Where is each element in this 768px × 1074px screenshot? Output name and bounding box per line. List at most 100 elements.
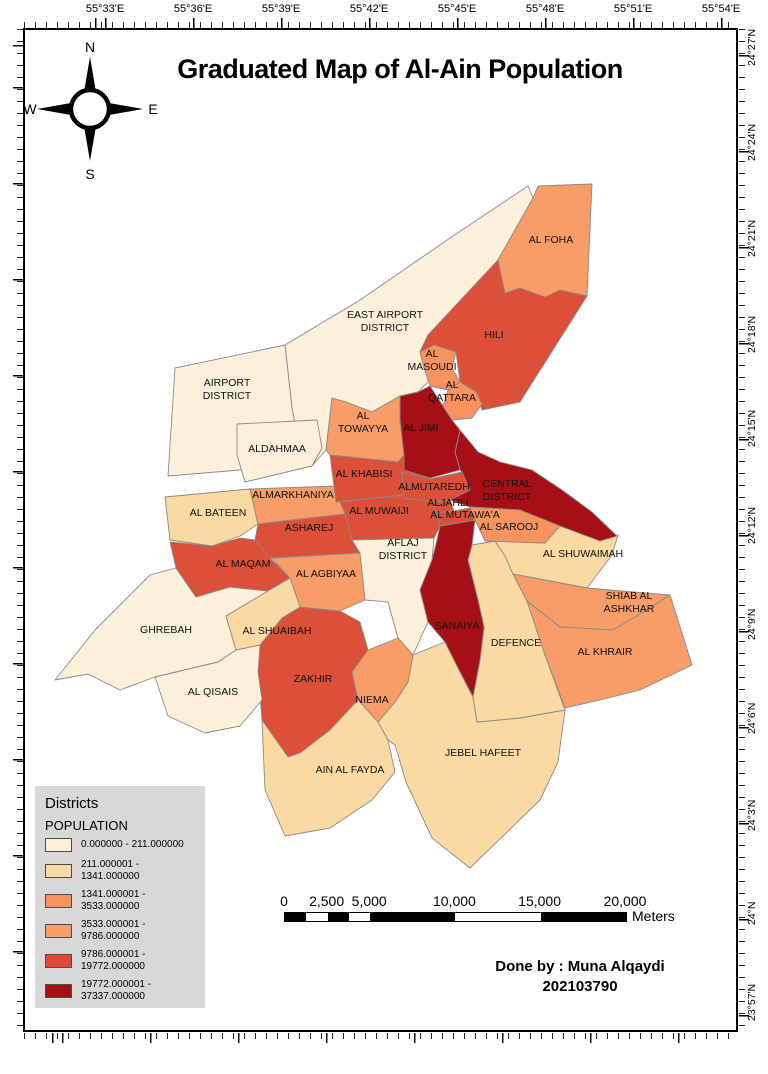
district-al-mutawaa: [435, 507, 476, 527]
district-al-shuaibah: [225, 577, 301, 651]
scalebar-segment: [348, 913, 371, 921]
top-major-ticks: [24, 18, 738, 28]
district-label-central-district: DISTRICT: [483, 491, 532, 503]
district-al-foha: [497, 183, 593, 298]
longitude-label: 55°36'E: [173, 3, 213, 15]
district-label-sanaiya: SANAIYA: [435, 620, 480, 632]
legend-swatch: [45, 953, 72, 968]
district-label-al-khrair: AL KHRAIR: [577, 646, 632, 658]
longitude-label: 55°48'E: [525, 3, 565, 15]
district-label-niema: NIEMA: [355, 694, 388, 706]
district-label-zakhir: ZAKHIR: [294, 673, 333, 685]
scalebar-tick-label: 15,000: [518, 893, 562, 909]
longitude-label: 55°42'E: [349, 3, 389, 15]
legend-classes: 0.000000 - 211.000000 211.000001 -1341.00…: [45, 838, 205, 1002]
district-niema: [351, 637, 414, 723]
scalebar-segment: [285, 913, 307, 921]
credit-text: Done by : Muna Alqaydi 202103790: [420, 957, 740, 997]
compass-n-label: N: [85, 39, 95, 55]
compass-south-point: [84, 126, 96, 161]
legend-class-row: 19772.000001 -37337.000000: [45, 979, 205, 1002]
right-major-ticks: [739, 29, 749, 1031]
district-label-al-bateen: AL BATEEN: [190, 507, 247, 519]
scalebar-segment: [455, 913, 541, 921]
scalebar-segment: [306, 913, 328, 921]
district-label-aldahmaa: ALDAHMAA: [248, 443, 306, 455]
district-label-hili: HILI: [484, 329, 503, 341]
district-almutaredh: [401, 471, 471, 503]
left-major-ticks: [13, 29, 23, 1031]
district-label-al-khabisi: AL KHABISI: [336, 468, 393, 480]
compass-ring: [68, 87, 112, 131]
legend-class-row: 0.000000 - 211.000000: [45, 838, 205, 852]
district-label-al-shuaibah: AL SHUAIBAH: [242, 625, 311, 637]
district-label-al-muwaiji: AL MUWAIJI: [349, 505, 408, 517]
compass-east-point: [109, 103, 143, 115]
bottom-major-ticks: [24, 1033, 738, 1043]
scalebar-segment: [327, 913, 349, 921]
legend-field-name: POPULATION: [45, 818, 128, 833]
district-al-qisais: [154, 644, 263, 734]
legend-class-row: 211.000001 -1341.000000: [45, 859, 205, 882]
district-label-al-towayya: AL: [357, 410, 370, 422]
longitude-label: 55°51'E: [613, 3, 653, 15]
scalebar-tick-label: 10,000: [432, 893, 476, 909]
district-label-shiab-al-ashkhar: SHIAB AL: [606, 590, 653, 602]
longitude-label: 55°45'E: [437, 3, 477, 15]
district-label-al-foha: AL FOHA: [529, 234, 574, 246]
district-label-ain-al-fayda: AIN AL FAYDA: [316, 764, 385, 776]
legend-class-row: 3533.000001 -9786.000000: [45, 919, 205, 942]
district-label-al-shuwaimah: AL SHUWAIMAH: [543, 548, 623, 560]
longitude-label: 55°54'E: [701, 3, 741, 15]
district-label-al-mutawaa: AL MUTAWA'A: [430, 509, 499, 521]
district-al-qattara: [442, 381, 483, 421]
legend: Districts POPULATION 0.000000 - 211.0000…: [35, 786, 205, 1008]
district-label-east-airport-district: EAST AIRPORT: [347, 309, 424, 321]
district-label-al-maqam: AL MAQAM: [215, 558, 270, 570]
district-aldahmaa: [236, 419, 323, 483]
compass-west-point: [37, 103, 71, 115]
district-al-khrair: [526, 594, 693, 709]
scalebar-tick-label: 5,000: [351, 893, 387, 909]
compass-e-label: E: [148, 101, 157, 117]
scalebar-unit: Meters: [632, 908, 675, 924]
district-label-ghrebah: GHREBAH: [140, 624, 192, 636]
credit-line2: 202103790: [542, 978, 618, 995]
district-label-central-district: CENTRAL: [482, 478, 531, 490]
district-label-al-qisais: AL QISAIS: [188, 686, 238, 698]
legend-class-range: 1341.000001 -3533.000000: [81, 889, 146, 912]
district-label-jebel-hafeet: JEBEL HAFEET: [445, 747, 522, 759]
legend-swatch: [45, 838, 72, 852]
scalebar-tick-label: 2,500: [309, 893, 345, 909]
district-label-al-masoudi: AL: [426, 348, 439, 360]
legend-swatch: [45, 893, 72, 908]
district-label-al-jimi: AL JIMI: [403, 422, 438, 434]
district-ain-al-fayda: [261, 699, 396, 837]
district-label-al-qattara: AL: [446, 379, 459, 391]
district-label-aflaj-district: AFLAJ: [387, 537, 419, 549]
page-title: Graduated Map of Al-Ain Population: [177, 54, 623, 84]
scalebar-segment: [540, 913, 626, 921]
district-label-almarkhaniya: ALMARKHANIYA: [252, 489, 334, 501]
district-label-asharej: ASHAREJ: [285, 522, 333, 534]
compass-north-point: [84, 57, 96, 92]
compass-s-label: S: [85, 166, 94, 182]
credit-line1: Done by : Muna Alqaydi: [495, 958, 665, 975]
legend-title: Districts: [45, 795, 99, 812]
district-label-airport-district: AIRPORT: [204, 377, 251, 389]
legend-class-row: 9786.000001 -19772.000000: [45, 949, 205, 972]
district-label-al-agbiyaa: AL AGBIYAA: [296, 568, 356, 580]
compass-w-label: W: [25, 101, 37, 117]
district-label-defence: DEFENCE: [491, 637, 541, 649]
district-sanaiya: [419, 519, 485, 698]
legend-swatch: [45, 923, 72, 938]
district-label-al-qattara: QATTARA: [428, 392, 476, 404]
map-frame: [23, 28, 738, 1032]
district-label-aljahli: ALJAHLI: [427, 497, 468, 509]
legend-swatch: [45, 983, 72, 998]
legend-class-range: 211.000001 -1341.000000: [81, 859, 140, 882]
district-label-shiab-al-ashkhar: ASHKHAR: [604, 603, 655, 615]
district-label-almutaredh: ALMUTAREDH: [398, 481, 470, 493]
